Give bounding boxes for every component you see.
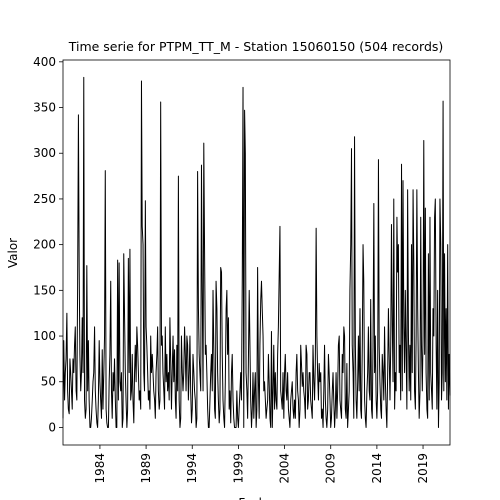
y-tick-label: 50	[41, 375, 56, 389]
plot-frame	[62, 59, 451, 446]
y-tick-label: 400	[33, 55, 56, 69]
x-tick-label: 1994	[185, 453, 199, 484]
x-tick-label: 1989	[139, 453, 153, 484]
x-tick-label: 2009	[324, 453, 338, 484]
y-tick-label: 200	[33, 238, 56, 252]
y-tick-label: 150	[33, 283, 56, 297]
y-tick-label: 0	[48, 420, 56, 434]
y-tick-label: 250	[33, 192, 56, 206]
x-axis-label: Fecha	[238, 496, 273, 500]
x-tick-label: 2019	[416, 453, 430, 484]
x-tick-label: 1984	[93, 453, 107, 484]
series-line	[62, 76, 451, 428]
y-tick-label: 100	[33, 329, 56, 343]
x-tick-label: 2004	[278, 453, 292, 484]
chart-title: Time serie for PTPM_TT_M - Station 15060…	[68, 39, 444, 54]
y-tick-label: 350	[33, 101, 56, 115]
y-axis-label: Valor	[6, 238, 20, 268]
x-tick-label: 1999	[231, 453, 245, 484]
y-tick-label: 300	[33, 146, 56, 160]
x-tick-label: 2014	[370, 453, 384, 484]
